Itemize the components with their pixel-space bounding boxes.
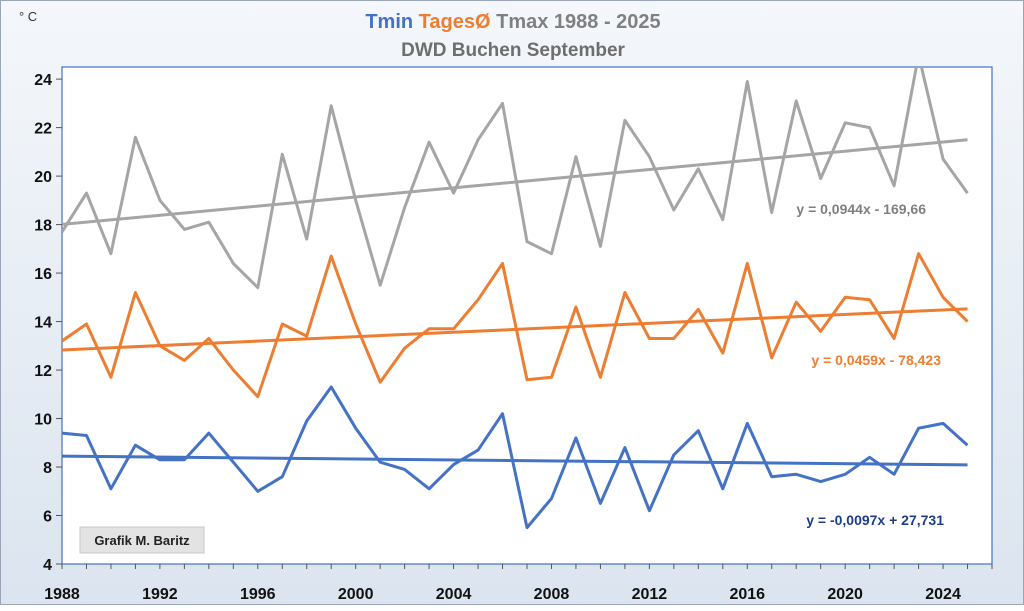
series-line-tmin [62,385,969,530]
x-tick-label: 2016 [729,586,765,603]
trend-label-tmin: y = -0,0097x + 27,731 [806,512,944,528]
y-axis: 4 6 8 10 12 14 16 18 20 22 24 [34,72,62,574]
y-tick-label: 24 [34,72,52,89]
chart-subtitle: DWD Buchen September [401,40,625,61]
x-tick-label: 1992 [142,586,178,603]
x-tick-label: 2024 [925,586,961,603]
y-tick-label: 18 [34,218,52,235]
series-lines [62,67,969,530]
trend-label-tmax: y = 0,0944x - 169,66 [796,201,926,217]
x-axis: 1988 1992 1996 2000 2004 2008 2012 2016 2020 2024 [44,564,993,603]
y-tick-label: 10 [34,412,52,429]
credit-text: Grafik M. Baritz [94,533,190,548]
title-tmin: Tmin [365,11,413,33]
trend-label-tagesmittel: y = 0,0459x - 78,423 [811,352,941,368]
y-unit-label: ° C [19,9,37,24]
y-tick-label: 6 [43,509,52,526]
trendline-tmin [61,454,968,467]
x-tick-label: 1996 [240,586,276,603]
x-tick-label: 2000 [338,586,374,603]
title-tagesmittel: TagesØ [419,11,491,33]
series-line-tmax [62,67,969,290]
chart-title: Tmin TagesØ Tmax 1988 - 2025 [365,11,660,33]
x-tick-label: 1988 [44,586,80,603]
y-tick-label: 8 [43,460,52,477]
y-tick-label: 20 [34,169,52,186]
y-tick-label: 12 [34,363,52,380]
y-tick-label: 16 [34,266,52,283]
y-tick-label: 4 [43,557,52,574]
x-tick-label: 2020 [827,586,863,603]
x-tick-label: 2004 [436,586,472,603]
series-line-tagesmittel [62,252,969,399]
credit-box: Grafik M. Baritz [79,526,205,554]
trendline-tmax [61,138,968,226]
x-tick-label: 2012 [632,586,668,603]
x-tick-label: 2008 [534,586,570,603]
y-tick-label: 22 [34,121,52,138]
title-tmax: Tmax 1988 - 2025 [496,11,661,33]
y-tick-label: 14 [34,315,52,332]
